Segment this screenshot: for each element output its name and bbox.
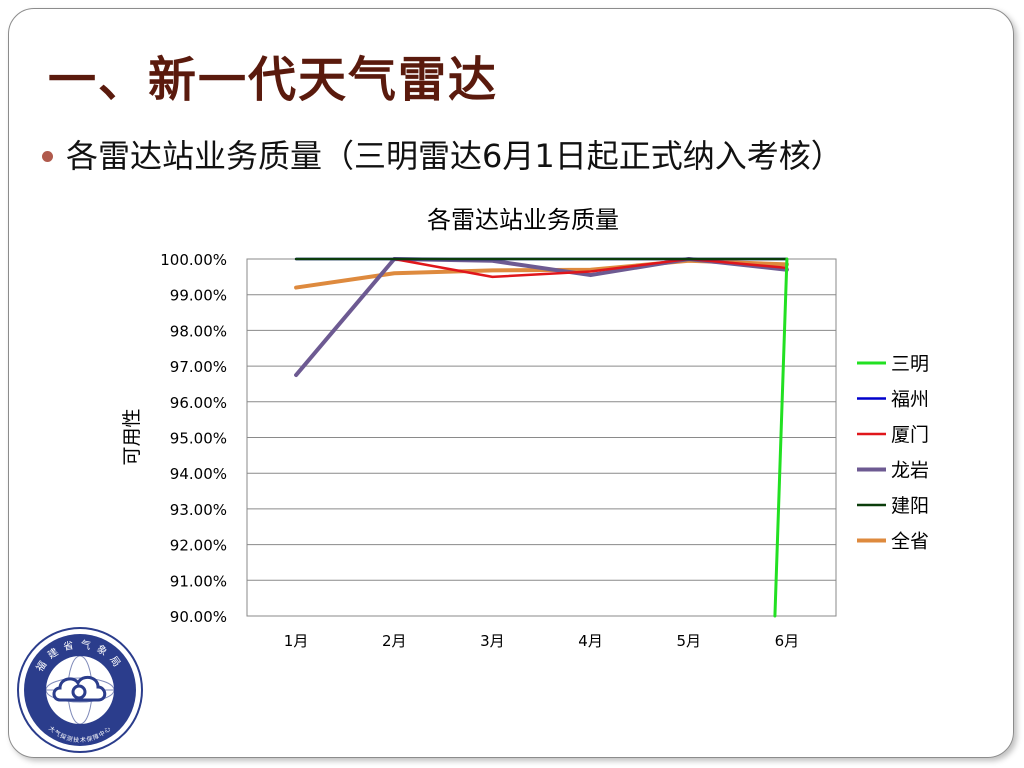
y-tick-label: 98.00% xyxy=(170,322,227,340)
series-lines xyxy=(294,257,789,618)
y-tick-labels: 100.00% 99.00% 98.00% 97.00% 96.00% 95.00% 94.… xyxy=(160,251,227,626)
y-tick-label: 91.00% xyxy=(170,572,227,590)
legend-label: 建阳 xyxy=(891,495,929,517)
series-line xyxy=(393,257,789,279)
bullet-dot xyxy=(42,151,53,162)
grid-lines xyxy=(247,258,836,617)
x-tick-label: 6月 xyxy=(775,632,800,650)
legend-label: 三明 xyxy=(891,353,929,375)
legend-label: 厦门 xyxy=(891,424,929,446)
slide-frame xyxy=(8,8,1014,758)
cloud-icon xyxy=(52,675,107,702)
y-tick-label: 95.00% xyxy=(170,430,227,448)
y-tick-label: 96.00% xyxy=(170,394,227,412)
meteorological-bureau-logo: 福建省气象局 大气探测技术保障中心 xyxy=(17,627,143,753)
x-tick-label: 5月 xyxy=(676,632,701,650)
y-tick-label: 97.00% xyxy=(170,358,227,376)
slide-title: 一、新一代天气雷达 xyxy=(48,52,499,108)
y-tick-label: 94.00% xyxy=(170,465,227,483)
x-tick-label: 2月 xyxy=(382,632,407,650)
legend-label: 龙岩 xyxy=(891,460,929,482)
y-tick-label: 90.00% xyxy=(170,608,227,626)
x-tick-labels: 1月 2月 3月 4月 5月 6月 xyxy=(284,632,799,650)
x-tick-label: 1月 xyxy=(284,632,309,650)
legend-label: 全省 xyxy=(891,531,929,553)
legend-label: 福州 xyxy=(891,389,929,411)
y-axis-label: 可用性 xyxy=(121,408,143,465)
y-tick-label: 92.00% xyxy=(170,537,227,555)
y-tick-label: 99.00% xyxy=(170,287,227,305)
y-tick-label: 93.00% xyxy=(170,501,227,519)
y-tick-label: 100.00% xyxy=(160,251,227,269)
series-line xyxy=(773,257,789,618)
x-tick-label: 3月 xyxy=(480,632,505,650)
chart-title: 各雷达站业务质量 xyxy=(427,206,619,234)
x-tick-label: 4月 xyxy=(578,632,603,650)
bullet-text: 各雷达站业务质量（三明雷达6月1日起正式纳入考核） xyxy=(66,137,843,175)
